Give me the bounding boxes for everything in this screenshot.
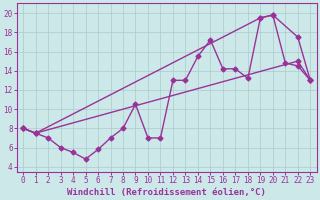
X-axis label: Windchill (Refroidissement éolien,°C): Windchill (Refroidissement éolien,°C): [67, 188, 266, 197]
